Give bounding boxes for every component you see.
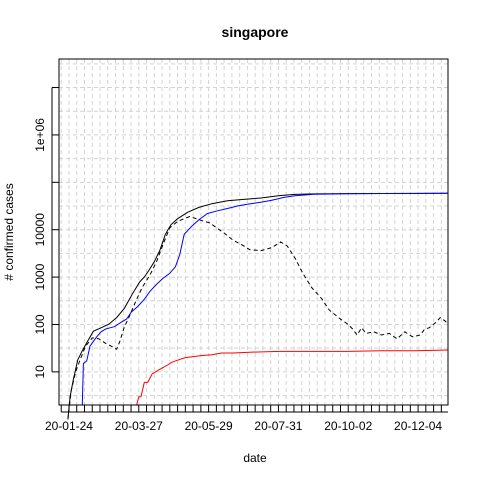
plot-frame [58, 58, 449, 406]
series-line-4 [132, 349, 449, 406]
series-layer [67, 192, 449, 420]
y-tick-label: 10000 [33, 213, 47, 247]
x-axis: 20-01-24 20-03-27 20-05-29 20-07-31 20-10-02… [45, 405, 448, 433]
x-tick-label: 20-07-31 [254, 419, 302, 433]
grid-lines [59, 59, 448, 405]
y-tick-label: 1000 [33, 263, 47, 290]
x-tick-label: 20-03-27 [115, 419, 163, 433]
x-tick-label: 20-01-24 [45, 419, 93, 433]
y-tick-label: 10 [33, 365, 47, 379]
x-tick-label: 20-05-29 [185, 419, 233, 433]
y-tick-label: 1e+06 [33, 118, 47, 152]
series-line-3 [81, 192, 449, 406]
chart-title: singapore [222, 24, 289, 40]
series-line-1 [67, 192, 449, 420]
series-line-2 [67, 215, 449, 420]
x-tick-label: 20-12-04 [394, 419, 442, 433]
x-axis-label: date [243, 451, 267, 465]
y-axis: 10 100 1000 10000 1e+06 [33, 87, 59, 379]
y-tick-label: 100 [33, 314, 47, 334]
x-tick-label: 20-10-02 [324, 419, 372, 433]
y-axis-label: # confirmed cases [2, 183, 16, 280]
